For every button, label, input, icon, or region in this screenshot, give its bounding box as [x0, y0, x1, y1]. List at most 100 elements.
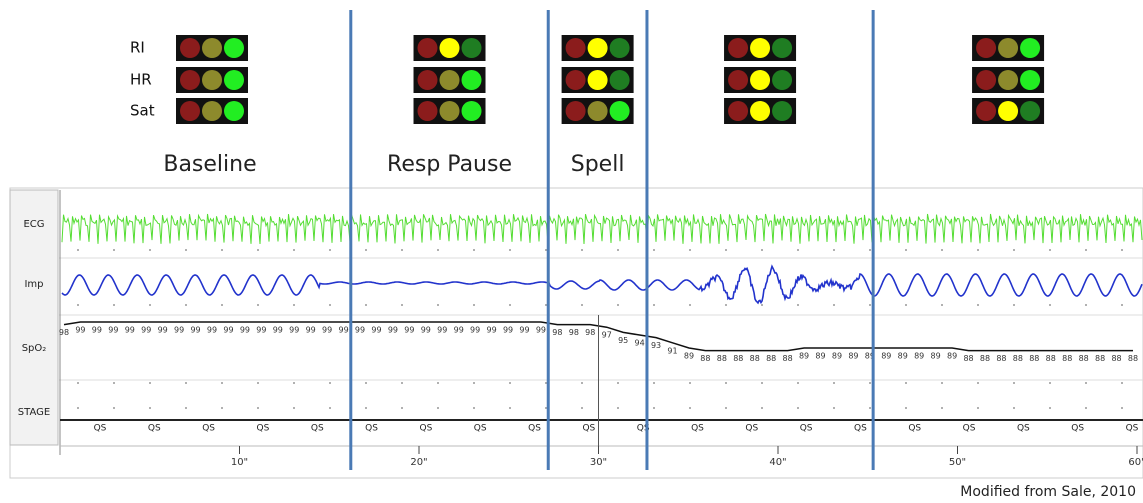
grid-dot [797, 407, 799, 409]
grid-dot [113, 304, 115, 306]
grid-dot [329, 304, 331, 306]
spo2-label: 88 [1111, 354, 1121, 363]
stage-label: QS [745, 424, 758, 434]
spo2-label: 99 [487, 326, 497, 335]
spo2-label: 99 [306, 326, 316, 335]
grid-dot [977, 304, 979, 306]
grid-dot [905, 304, 907, 306]
spo2-label: 99 [536, 326, 546, 335]
grid-dot [725, 249, 727, 251]
lamp-lit [440, 38, 460, 58]
grid-dot [1121, 249, 1123, 251]
grid-dot [977, 249, 979, 251]
grid-dot [185, 382, 187, 384]
grid-dot [545, 249, 547, 251]
spo2-label: 88 [1128, 354, 1138, 363]
grid-dot [77, 304, 79, 306]
spo2-label: 99 [503, 326, 513, 335]
grid-dot [293, 407, 295, 409]
grid-dot [1121, 382, 1123, 384]
screenshot: Modified from Sale, 2010 ECGImpSpO₂STAGE… [0, 0, 1143, 503]
grid-dot [797, 304, 799, 306]
grid-dot [1013, 249, 1015, 251]
phase-label: Spell [571, 152, 625, 177]
grid-dot [365, 407, 367, 409]
spo2-label: 99 [371, 326, 381, 335]
grid-dot [221, 249, 223, 251]
lamp [462, 38, 482, 58]
lamp [976, 70, 996, 90]
grid-dot [653, 249, 655, 251]
lamp [728, 101, 748, 121]
lamp-lit [750, 70, 770, 90]
spo2-label: 99 [92, 326, 102, 335]
spo2-label: 95 [618, 336, 628, 345]
grid-dot [149, 249, 151, 251]
grid-dot [833, 382, 835, 384]
lamp-lit [224, 70, 244, 90]
spo2-label: 99 [437, 326, 447, 335]
spo2-label: 98 [569, 328, 579, 337]
stage-label: QS [365, 424, 378, 434]
lamp [610, 70, 630, 90]
spo2-label: 88 [1029, 354, 1039, 363]
lamp [772, 70, 792, 90]
grid-dot [509, 407, 511, 409]
grid-dot [977, 382, 979, 384]
lamp [976, 101, 996, 121]
lamp [1020, 101, 1040, 121]
grid-dot [1013, 304, 1015, 306]
grid-dot [653, 304, 655, 306]
lamp [440, 101, 460, 121]
grid-dot [941, 304, 943, 306]
grid-dot [257, 382, 259, 384]
spo2-label: 99 [470, 326, 480, 335]
spo2-label: 88 [783, 354, 793, 363]
grid-dot [77, 407, 79, 409]
grid-dot [617, 304, 619, 306]
grid-dot [869, 249, 871, 251]
grid-dot [149, 382, 151, 384]
grid-dot [761, 249, 763, 251]
stage-label: QS [257, 424, 270, 434]
grid-dot [1049, 382, 1051, 384]
grid-dot [437, 249, 439, 251]
stage-label: QS [528, 424, 541, 434]
grid-dot [1085, 249, 1087, 251]
grid-dot [509, 304, 511, 306]
stage-label: QS [1017, 424, 1030, 434]
spo2-label: 89 [848, 352, 858, 361]
grid-dot [437, 304, 439, 306]
grid-dot [257, 304, 259, 306]
stage-label: QS [148, 424, 161, 434]
spo2-label: 99 [289, 326, 299, 335]
grid-dot [113, 407, 115, 409]
lamp [180, 101, 200, 121]
spo2-label: 99 [240, 326, 250, 335]
spo2-label: 99 [256, 326, 266, 335]
spo2-label: 89 [881, 352, 891, 361]
spo2-label: 99 [174, 326, 184, 335]
lamp [180, 38, 200, 58]
grid-dot [833, 304, 835, 306]
stage-label: QS [474, 424, 487, 434]
spo2-label: 99 [158, 326, 168, 335]
grid-dot [329, 407, 331, 409]
stage-label: QS [908, 424, 921, 434]
grid-dot [509, 382, 511, 384]
grid-dot [257, 249, 259, 251]
grid-dot [257, 407, 259, 409]
track-label: ECG [23, 219, 44, 230]
grid-dot [689, 304, 691, 306]
grid-dot [473, 407, 475, 409]
spo2-label: 99 [404, 326, 414, 335]
grid-dot [293, 249, 295, 251]
spo2-label: 88 [733, 354, 743, 363]
grid-dot [653, 407, 655, 409]
spo2-label: 94 [635, 339, 645, 348]
lamp [610, 38, 630, 58]
grid-dot [797, 249, 799, 251]
spo2-label: 99 [338, 326, 348, 335]
stage-label: QS [94, 424, 107, 434]
grid-dot [545, 407, 547, 409]
